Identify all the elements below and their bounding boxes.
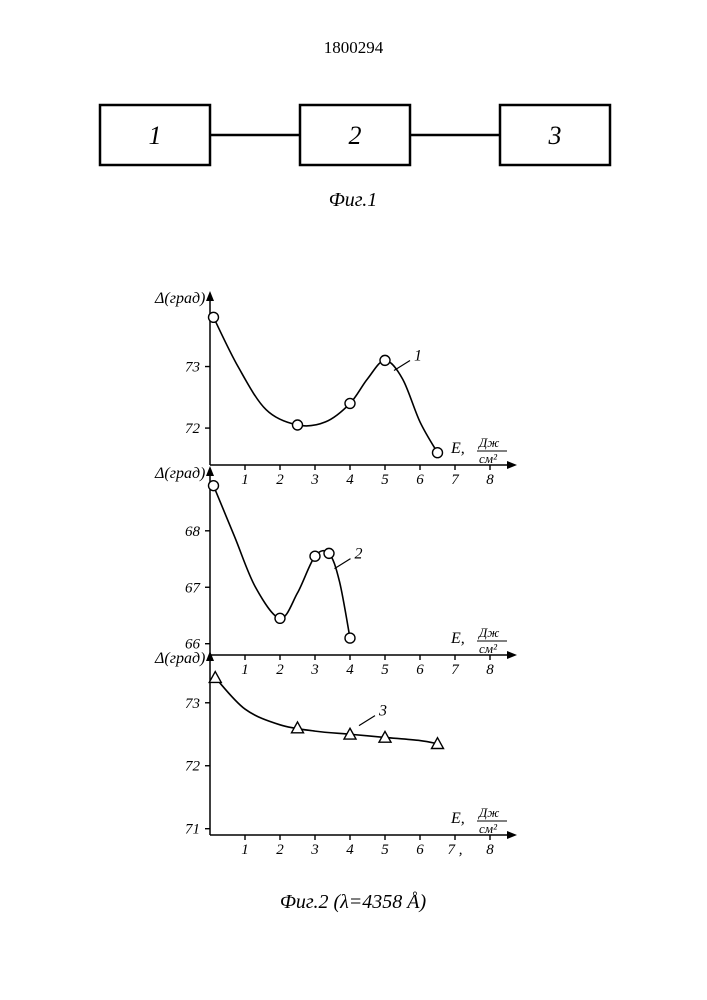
- curve-label-3: 3: [378, 703, 387, 720]
- page: 1800294 123Фиг.1 Δ(град)727312345678E,Дж…: [0, 0, 707, 1000]
- curve-3: [215, 678, 437, 744]
- x-axis-label-E-2: E,: [450, 630, 465, 647]
- x-tick-label: 7: [451, 472, 460, 488]
- data-marker: [209, 312, 219, 322]
- curve-label-2: 2: [355, 546, 363, 563]
- y-tick-label: 67: [185, 580, 202, 596]
- data-marker: [293, 420, 303, 430]
- x-tick-label: 8: [486, 472, 494, 488]
- y-tick-label: 71: [185, 822, 200, 838]
- x-tick-label: 4: [346, 662, 354, 678]
- x-axis-label-den-2: см²: [479, 641, 498, 656]
- x-axis-label-E-3: E,: [450, 810, 465, 827]
- x-tick-label: 1: [241, 842, 249, 858]
- x-tick-label: 2: [276, 472, 284, 488]
- x-tick-label: 6: [416, 472, 424, 488]
- curve-1: [214, 317, 438, 452]
- figure-2: Δ(град)727312345678E,Джсм²1Δ(град)666768…: [0, 0, 707, 1000]
- x-tick-label: 8: [486, 842, 494, 858]
- x-tick-label: 6: [416, 662, 424, 678]
- data-marker: [345, 633, 355, 643]
- x-tick-label: 1: [241, 472, 249, 488]
- y-tick-label: 72: [185, 759, 201, 775]
- x-axis-label-num-2: Дж: [477, 625, 499, 640]
- x-tick-label: 5: [381, 842, 389, 858]
- x-tick-label: 2: [276, 842, 284, 858]
- x-tick-label: 8: [486, 662, 494, 678]
- x-tick-label: 2: [276, 662, 284, 678]
- x-tick-label: 4: [346, 472, 354, 488]
- x-axis-label-E-1: E,: [450, 440, 465, 457]
- x-tick-label: 7: [451, 662, 460, 678]
- x-tick-label: 3: [310, 472, 319, 488]
- x-tick-label: 1: [241, 662, 249, 678]
- x-tick-label: 3: [310, 662, 319, 678]
- curve-label-1: 1: [414, 348, 422, 365]
- y-tick-label: 73: [185, 696, 200, 712]
- y-axis-label-2: Δ(град): [154, 465, 205, 482]
- data-marker: [433, 448, 443, 458]
- x-axis-label-num-1: Дж: [477, 435, 499, 450]
- y-axis-label-3: Δ(град): [154, 650, 205, 667]
- y-axis-label-1: Δ(град): [154, 290, 205, 307]
- x-tick-label: 7 ,: [448, 842, 463, 858]
- data-marker: [209, 672, 221, 683]
- data-marker: [275, 613, 285, 623]
- x-axis-label-den-1: см²: [479, 451, 498, 466]
- x-axis-label-den-3: см²: [479, 821, 498, 836]
- x-axis-label-num-3: Дж: [477, 805, 499, 820]
- data-marker: [209, 481, 219, 491]
- data-marker: [324, 548, 334, 558]
- x-tick-label: 3: [310, 842, 319, 858]
- x-tick-label: 5: [381, 662, 389, 678]
- x-tick-label: 4: [346, 842, 354, 858]
- y-tick-label: 68: [185, 524, 201, 540]
- data-marker: [380, 355, 390, 365]
- figure-2-caption: Фиг.2 (λ=4358 Å): [280, 891, 427, 913]
- data-marker: [345, 398, 355, 408]
- x-tick-label: 5: [381, 472, 389, 488]
- x-tick-label: 6: [416, 842, 424, 858]
- data-marker: [310, 551, 320, 561]
- y-tick-label: 72: [185, 421, 201, 437]
- y-tick-label: 73: [185, 360, 200, 376]
